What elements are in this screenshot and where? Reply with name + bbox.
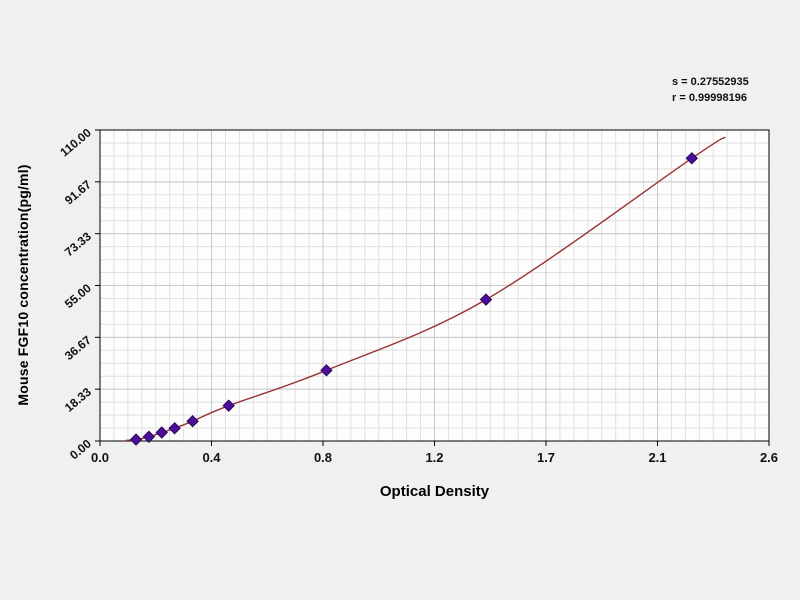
fit-stat-r: r = 0.99998196 — [672, 92, 747, 104]
y-tick-label: 55.00 — [62, 281, 94, 311]
data-point-diamond — [142, 430, 156, 443]
y-tick-label: 91.67 — [62, 177, 94, 207]
x-tick-label: 2.1 — [648, 450, 666, 465]
y-tick-label: 18.33 — [62, 385, 94, 415]
x-tick-label: 1.2 — [425, 450, 443, 465]
data-point-diamond — [155, 426, 168, 439]
x-tick-label: 0.8 — [314, 450, 332, 465]
x-tick-label: 1.7 — [537, 450, 555, 465]
data-point-diamond — [685, 152, 699, 165]
data-point-diamond — [186, 415, 199, 428]
fit-statistics: s = 0.27552935 r = 0.99998196 — [672, 74, 749, 106]
y-tick-label: 73.33 — [62, 229, 94, 259]
data-point-diamond — [129, 433, 143, 446]
x-tick-label: 0.0 — [91, 450, 109, 465]
standard-points — [129, 152, 699, 446]
data-point-diamond — [222, 399, 235, 412]
x-tick-label: 2.6 — [760, 450, 778, 465]
fit-stat-s: s = 0.27552935 — [672, 76, 749, 88]
data-point-diamond — [479, 293, 493, 306]
y-tick-label: 36.67 — [62, 333, 94, 363]
x-tick-labels: 0.0 0.4 0.8 1.2 1.7 2.1 2.6 — [91, 450, 778, 465]
x-tick-label: 0.4 — [202, 450, 221, 465]
x-axis-label: Optical Density — [379, 483, 490, 500]
y-tick-label: 110.00 — [57, 125, 94, 159]
tick-marks — [95, 129, 770, 446]
data-point-diamond — [320, 364, 333, 377]
data-point-diamond — [168, 422, 181, 435]
